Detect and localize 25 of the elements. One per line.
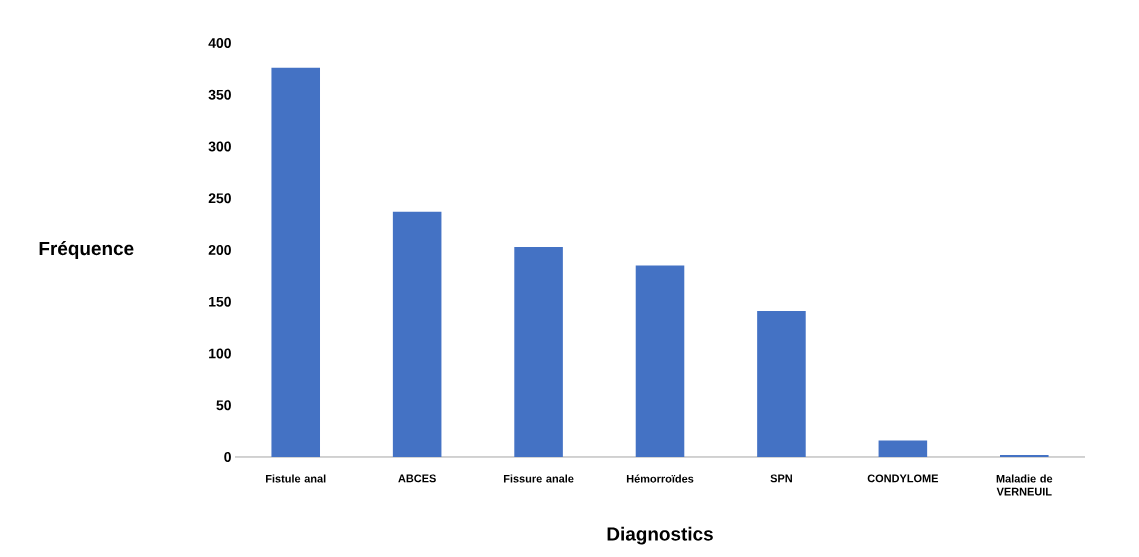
x-axis-title: Diagnostics [607, 526, 713, 545]
y-tick-label: 0 [224, 452, 231, 462]
bar [392, 211, 442, 457]
x-tick-label: Hémorroïdes [626, 474, 694, 483]
bar [635, 265, 685, 457]
y-axis-title: Fréquence [39, 241, 134, 259]
bar [271, 67, 321, 457]
x-tick-label: CONDYLOME [867, 474, 939, 483]
x-tick-label: Fissure anale [503, 474, 574, 483]
x-tick-label: ABCES [398, 474, 436, 483]
bar [757, 311, 806, 457]
y-tick-label: 50 [216, 400, 231, 411]
y-tick-label: 100 [209, 348, 231, 359]
bar [878, 440, 928, 457]
y-tick-label: 350 [208, 89, 231, 100]
y-tick-label: 200 [208, 245, 231, 255]
x-tick-label: Maladie de VERNEUIL [996, 474, 1053, 496]
y-tick-label: 300 [208, 141, 231, 152]
bar [514, 246, 563, 457]
y-tick-label: 250 [208, 193, 231, 204]
bar [1000, 454, 1049, 457]
y-tick-label: 150 [209, 296, 231, 307]
y-tick-label: 400 [208, 38, 231, 48]
x-tick-label: SPN [770, 474, 792, 483]
x-tick-label: Fistule anal [266, 474, 326, 483]
